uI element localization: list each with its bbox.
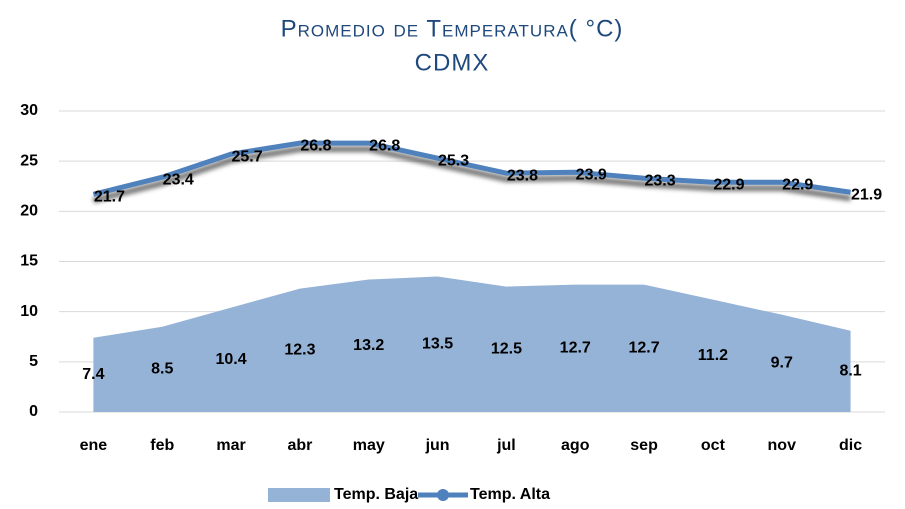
data-label: 13.5	[422, 335, 453, 352]
data-label: 12.3	[284, 342, 315, 359]
legend-swatch	[268, 488, 330, 502]
x-tick-label: mar	[216, 437, 245, 454]
data-label: 8.5	[151, 361, 173, 378]
data-label: 12.7	[629, 340, 660, 357]
x-tick-label: may	[353, 437, 385, 454]
data-label: 12.7	[560, 340, 591, 357]
data-label: 25.7	[232, 148, 263, 165]
y-tick-label: 0	[29, 403, 38, 420]
x-tick-label: abr	[287, 437, 312, 454]
x-tick-label: ene	[80, 437, 108, 454]
line-shadow	[92, 146, 852, 204]
chart-subtitle: CDMX	[415, 49, 490, 76]
x-tick-label: sep	[630, 437, 658, 454]
data-label: 21.9	[851, 186, 882, 203]
area	[93, 276, 851, 412]
x-tick-label: nov	[768, 437, 797, 454]
x-tick-label: ago	[561, 437, 590, 454]
legend-marker	[437, 489, 449, 501]
x-tick-label: dic	[839, 437, 862, 454]
legend-label: Temp. Baja	[334, 486, 418, 503]
data-label: 23.4	[163, 171, 194, 188]
data-label: 10.4	[216, 351, 247, 368]
x-tick-label: jun	[425, 437, 450, 454]
x-tick-label: jul	[496, 437, 516, 454]
data-label: 9.7	[771, 355, 793, 372]
x-tick-label: feb	[150, 437, 174, 454]
data-label: 11.2	[698, 347, 728, 364]
data-label: 22.9	[782, 176, 813, 193]
data-label: 23.8	[507, 167, 538, 184]
data-label: 22.9	[713, 176, 744, 193]
data-label: 25.3	[438, 152, 469, 169]
y-tick-label: 15	[20, 253, 38, 270]
line	[92, 140, 851, 197]
chart-title: Promedio de Temperatura( °C)	[281, 15, 624, 42]
data-label: 26.8	[369, 137, 400, 154]
data-label: 7.4	[82, 366, 104, 383]
data-label: 23.9	[576, 166, 607, 183]
x-tick-label: oct	[701, 437, 726, 454]
data-label: 21.7	[94, 188, 125, 205]
y-tick-label: 20	[20, 203, 38, 220]
data-label: 26.8	[300, 137, 331, 154]
data-label: 23.3	[645, 172, 676, 189]
y-tick-label: 5	[29, 353, 38, 370]
data-label: 13.2	[353, 337, 384, 354]
data-label: 12.5	[491, 341, 522, 358]
data-label: 8.1	[839, 363, 861, 380]
y-tick-label: 30	[20, 102, 38, 119]
y-tick-label: 10	[20, 303, 38, 320]
y-tick-label: 25	[20, 152, 38, 169]
legend-label: Temp. Alta	[470, 486, 550, 503]
